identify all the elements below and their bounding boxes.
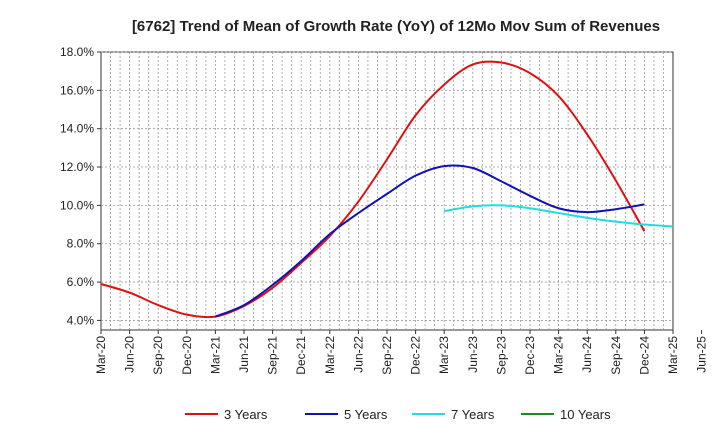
x-tick-label: Jun-25 bbox=[695, 336, 709, 373]
y-tick-label: 12.0% bbox=[60, 160, 94, 174]
x-tick-label: Dec-23 bbox=[523, 336, 537, 375]
x-tick-label: Mar-23 bbox=[437, 336, 451, 374]
legend-label-5-years: 5 Years bbox=[344, 407, 388, 422]
x-tick-label: Mar-24 bbox=[552, 336, 566, 374]
x-tick-label: Sep-22 bbox=[380, 336, 394, 375]
y-tick-label: 10.0% bbox=[60, 198, 94, 212]
x-tick-label: Mar-25 bbox=[666, 336, 680, 374]
x-tick-label: Sep-23 bbox=[494, 336, 508, 375]
legend: 3 Years 5 Years 7 Years 10 Years bbox=[185, 407, 611, 422]
x-tick-label: Sep-24 bbox=[609, 336, 623, 375]
x-tick-label: Sep-20 bbox=[151, 336, 165, 375]
legend-label-7-years: 7 Years bbox=[451, 407, 495, 422]
y-axis: 4.0% 6.0% 8.0% 10.0% 12.0% 14.0% 16.0% 18.0% bbox=[60, 45, 101, 327]
series-line-5-years bbox=[215, 164, 645, 318]
y-tick-label: 14.0% bbox=[60, 122, 94, 136]
x-tick-label: Mar-20 bbox=[94, 336, 108, 374]
x-tick-label: Mar-22 bbox=[323, 336, 337, 374]
plot-area bbox=[100, 51, 674, 331]
x-tick-label: Dec-22 bbox=[409, 336, 423, 375]
series-line-3-years bbox=[100, 60, 646, 319]
chart-title: [6762] Trend of Mean of Growth Rate (YoY… bbox=[132, 18, 660, 35]
x-tick-label: Jun-24 bbox=[580, 336, 594, 373]
x-axis: Mar-20 Jun-20 Sep-20 Dec-20 Mar-21 Jun-21 Sep-… bbox=[94, 330, 709, 375]
x-tick-label: Dec-21 bbox=[294, 336, 308, 375]
y-tick-label: 4.0% bbox=[67, 313, 95, 327]
x-tick-label: Sep-21 bbox=[266, 336, 280, 375]
y-tick-label: 8.0% bbox=[67, 237, 95, 251]
x-tick-label: Jun-20 bbox=[123, 336, 137, 373]
legend-label-10-years: 10 Years bbox=[560, 407, 611, 422]
x-tick-label: Jun-23 bbox=[466, 336, 480, 373]
x-tick-label: Dec-24 bbox=[637, 336, 651, 375]
y-tick-label: 16.0% bbox=[60, 83, 94, 97]
series-line-7-years bbox=[444, 204, 674, 228]
grid-lines bbox=[101, 51, 673, 330]
x-tick-label: Jun-21 bbox=[237, 336, 251, 373]
x-tick-label: Mar-21 bbox=[208, 336, 222, 374]
legend-label-3-years: 3 Years bbox=[224, 407, 268, 422]
x-tick-label: Jun-22 bbox=[351, 336, 365, 373]
series-lines bbox=[100, 60, 674, 319]
y-tick-label: 18.0% bbox=[60, 45, 94, 59]
x-tick-label: Dec-20 bbox=[180, 336, 194, 375]
y-tick-label: 6.0% bbox=[67, 275, 95, 289]
